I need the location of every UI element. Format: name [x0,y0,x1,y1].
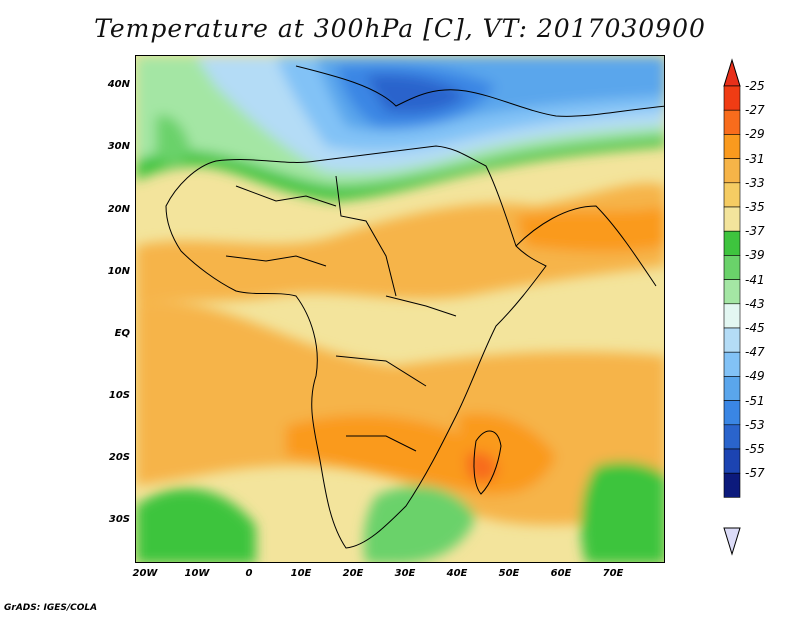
lon-label-30e: 30E [394,568,416,579]
top-arrow [723,58,741,87]
color-swatch [723,182,741,208]
temperature-field [136,56,664,562]
lat-label-20n: 20N [107,204,130,215]
lon-label-10e: 10E [290,568,312,579]
lat-label-40n: 40N [107,79,130,90]
lat-label-30n: 30N [107,141,130,152]
color-swatch [723,230,741,256]
color-swatch [723,255,741,280]
legend-label: -29 [745,127,765,142]
color-swatch [723,134,741,159]
legend-label: -47 [745,345,765,360]
legend-label: -41 [745,272,765,287]
lon-label-20w: 20W [132,568,158,579]
legend-label: -45 [745,321,765,335]
lon-label-40e: 40E [446,568,468,579]
legend-label: -27 [745,103,765,118]
lon-label-20e: 20E [342,568,364,579]
legend-label: -37 [745,224,765,239]
color-swatch [723,351,741,377]
credit-label: GrADS: IGES/COLA [4,603,98,613]
lat-label-20s: 20S [108,452,130,463]
legend-label: -31 [745,151,765,166]
lon-label-60e: 60E [550,568,572,579]
map-plot [135,55,665,563]
lon-label-10w: 10W [184,568,210,579]
color-swatch [723,279,741,305]
color-swatch [723,109,741,135]
legend-label: -35 [745,200,765,214]
color-swatch [723,158,741,184]
lat-label-30s: 30S [108,514,130,525]
color-swatch [723,376,741,401]
color-swatch [723,303,741,329]
color-swatch [723,424,741,450]
legend-label: -57 [745,466,765,481]
lat-label-10s: 10S [108,390,130,401]
color-swatch [723,400,741,426]
legend-label: -33 [745,175,765,190]
legend-label: -55 [745,442,765,456]
color-scale-bar [723,58,741,556]
bottom-arrow [723,527,741,556]
lon-label-50e: 50E [498,568,520,579]
lon-label-0: 0 [245,568,253,579]
color-swatch [723,206,741,232]
legend-label: -39 [745,248,765,263]
legend-label: -49 [745,369,765,384]
lat-label-10n: 10N [107,266,130,277]
legend-label: -25 [745,79,765,93]
color-swatch [723,448,741,474]
lon-label-70e: 70E [602,568,624,579]
color-swatch [723,472,741,498]
legend-label: -43 [745,296,765,311]
color-swatch [723,327,741,353]
lat-label-eq: EQ [114,328,130,339]
legend-label: -51 [745,393,765,408]
map-title: Temperature at 300hPa [C], VT: 201703090… [94,14,706,43]
legend-label: -53 [745,417,765,432]
color-swatch [723,85,741,111]
